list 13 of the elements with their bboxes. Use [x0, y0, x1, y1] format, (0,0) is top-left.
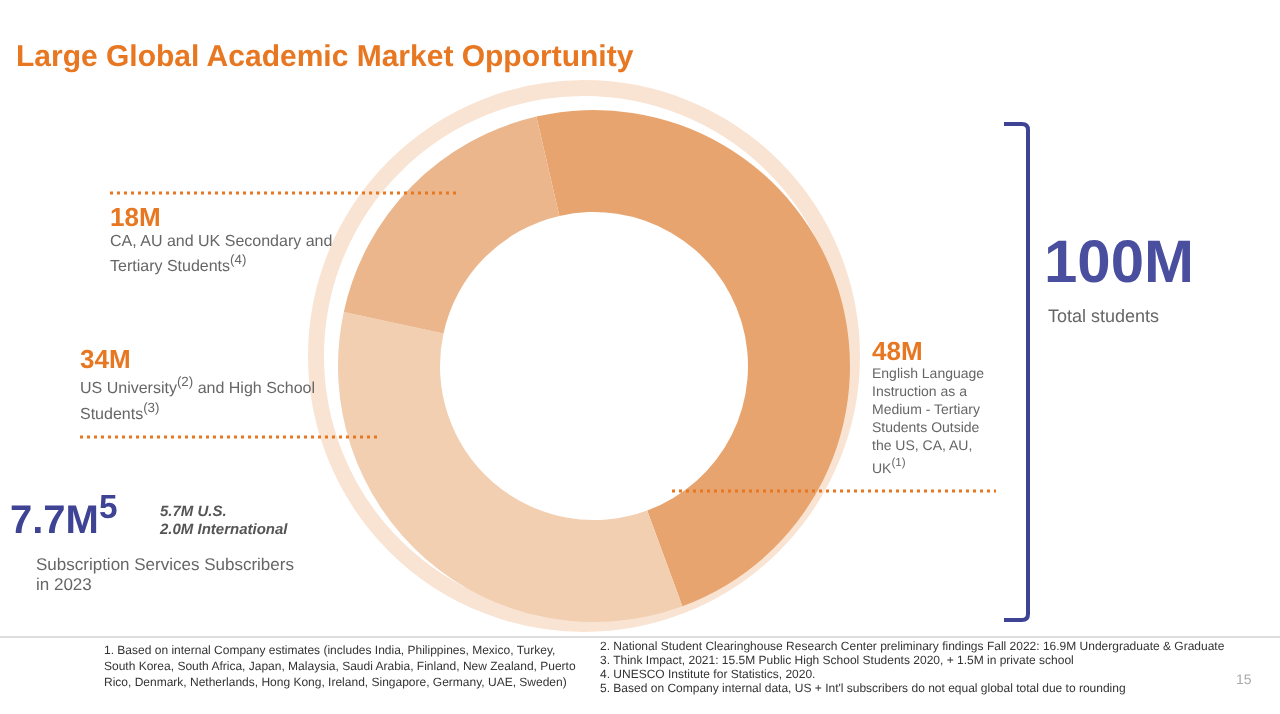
donut-slice	[536, 110, 850, 607]
text: 100M	[1044, 230, 1195, 298]
data-label: 18M	[110, 202, 163, 232]
text: Subscription Services Subscribers in 2023	[36, 554, 296, 594]
text: Total students	[1048, 306, 1160, 326]
donut-slice	[343, 116, 560, 334]
data-label: 34M	[80, 344, 133, 374]
category-label: US University$^{(2)}$ and High School Students$^{(3)}$	[80, 376, 316, 423]
slice-label: CA, AU and UK Secondary and Tertiary Students$^{(4)}$	[110, 232, 335, 278]
chart-title: Large Global Academic Market Opportunity	[16, 40, 634, 74]
data-label: 48M	[872, 336, 925, 366]
donut-slice	[338, 311, 683, 622]
text: 7.7M$^{5}$	[10, 488, 118, 546]
